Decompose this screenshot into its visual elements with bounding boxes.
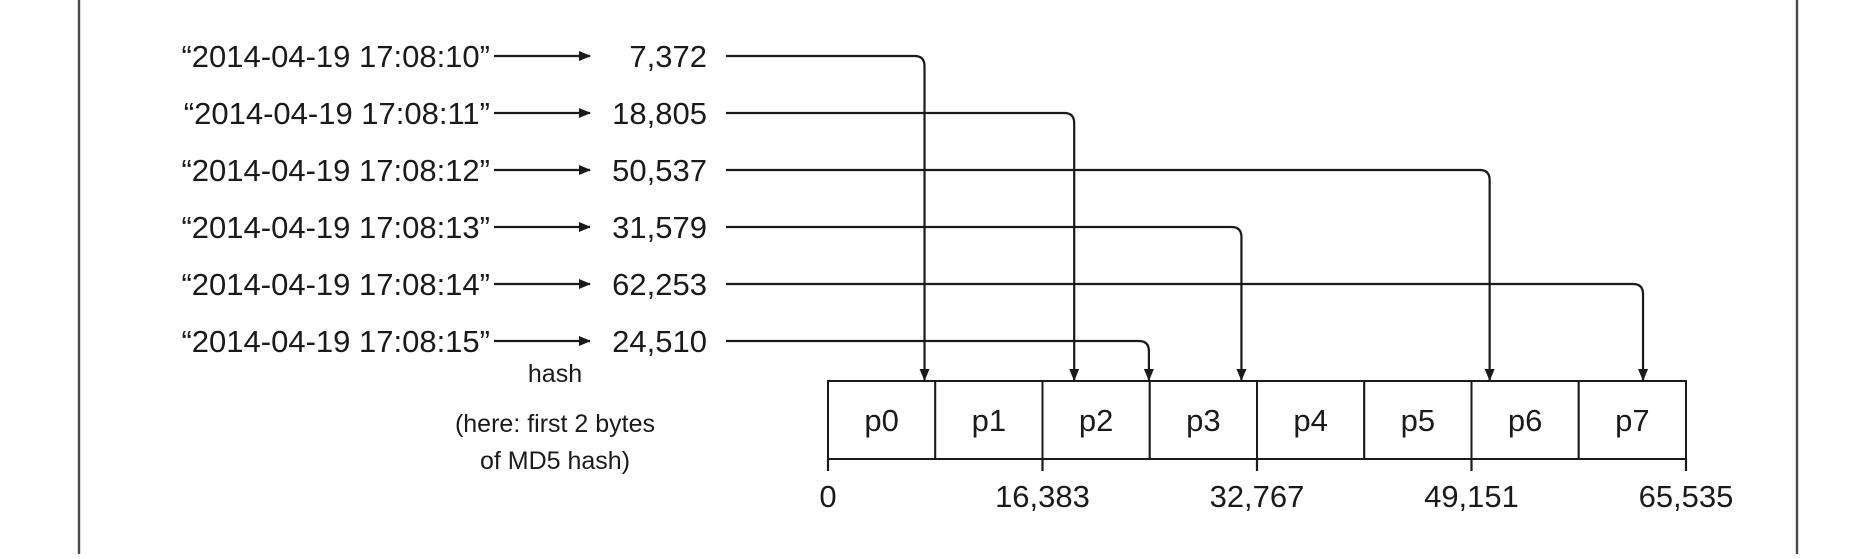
key-label: “2014-04-19 17:08:13” — [181, 210, 490, 245]
partition-label: p6 — [1508, 403, 1542, 438]
partition-label: p2 — [1079, 403, 1113, 438]
partition-label: p5 — [1401, 403, 1435, 438]
partition-box — [934, 380, 1044, 460]
key-rows: “2014-04-19 17:08:10” 7,372 “2014-04-19 17… — [181, 39, 707, 359]
partition-label: p3 — [1186, 403, 1220, 438]
hash-value: 50,537 — [612, 153, 707, 188]
partition-boxes: p0 p1 p2 p3 p4 p5 p6 p7 — [827, 380, 1687, 460]
partition-box — [1470, 380, 1580, 460]
hash-value: 7,372 — [629, 39, 707, 74]
partition-box — [1363, 380, 1473, 460]
partition-label: p7 — [1615, 403, 1649, 438]
partition-assignment-arrow — [726, 168, 1495, 381]
hash-value: 24,510 — [612, 324, 707, 359]
key-label: “2014-04-19 17:08:10” — [181, 39, 490, 74]
axis-tick-label: 32,767 — [1210, 479, 1305, 514]
hash-to-partition-arrows — [726, 54, 1649, 381]
partition-box — [827, 380, 937, 460]
axis-tick-label: 65,535 — [1639, 479, 1734, 514]
hash-caption-line-1: (here: first 2 bytes — [455, 410, 655, 438]
hash-label: hash — [528, 360, 582, 388]
key-label: “2014-04-19 17:08:12” — [181, 153, 490, 188]
axis-tick-label: 16,383 — [995, 479, 1090, 514]
partition-assignment-arrow — [726, 339, 1154, 381]
partition-assignment-arrow — [726, 225, 1247, 381]
key-label: “2014-04-19 17:08:11” — [184, 96, 490, 131]
partition-assignment-arrow — [726, 54, 930, 381]
partition-label: p4 — [1293, 403, 1327, 438]
axis-tick-label: 49,151 — [1424, 479, 1519, 514]
hash-value: 31,579 — [612, 210, 707, 245]
partition-assignment-arrow — [726, 282, 1649, 381]
partition-label: p1 — [972, 403, 1006, 438]
hash-value: 18,805 — [612, 96, 707, 131]
hash-caption-line-2: of MD5 hash) — [480, 447, 630, 475]
hash-value: 62,253 — [612, 267, 707, 302]
partition-label: p0 — [864, 403, 898, 438]
hash-range-axis: 0 16,383 32,767 49,151 65,535 — [819, 459, 1733, 514]
partition-box — [1577, 380, 1687, 460]
key-label: “2014-04-19 17:08:14” — [181, 267, 490, 302]
partition-assignment-arrow — [726, 111, 1080, 381]
key-label: “2014-04-19 17:08:15” — [181, 324, 490, 359]
axis-tick-label: 0 — [819, 479, 836, 514]
